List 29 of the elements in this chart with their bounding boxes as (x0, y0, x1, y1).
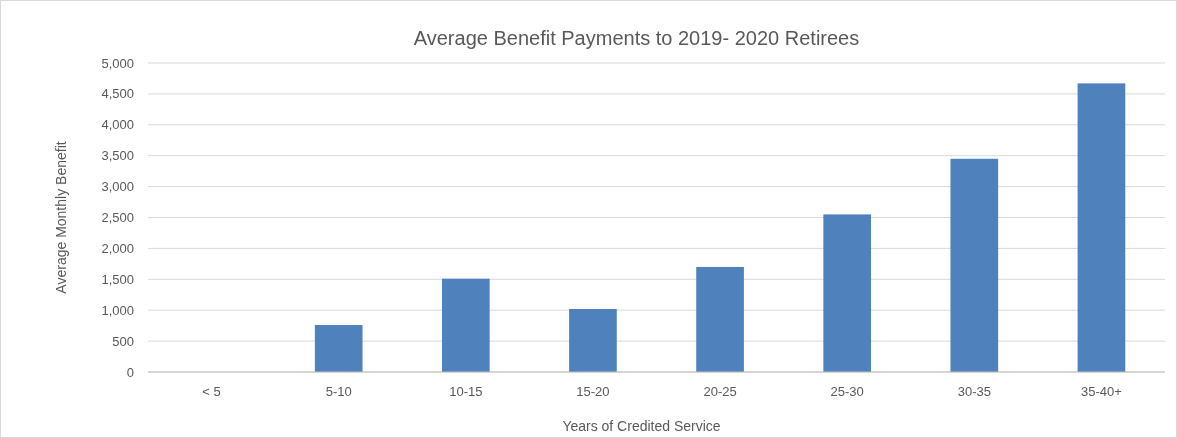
x-tick-label: < 5 (202, 384, 221, 399)
x-tick-label: 20-25 (703, 384, 737, 399)
y-tick-label: 4,500 (101, 86, 134, 102)
x-tick-label: 5-10 (325, 384, 352, 399)
y-axis-title: Average Monthly Benefit (53, 141, 69, 294)
y-tick-label: 5,000 (101, 55, 134, 71)
x-axis-title: Years of Credited Service (562, 418, 721, 434)
bar (569, 308, 617, 372)
bar (696, 266, 744, 372)
y-tick-label: 500 (112, 333, 134, 349)
bar (1077, 83, 1126, 372)
bar (441, 278, 490, 372)
x-tick-label: 10-15 (449, 384, 483, 399)
y-tick-label: 1,500 (101, 271, 134, 287)
y-tick-label: 3,500 (101, 148, 134, 164)
x-tick-label: 30-35 (957, 384, 991, 399)
bar (314, 325, 363, 372)
y-tick-label: 3,000 (101, 179, 134, 195)
x-tick-label: 25-30 (830, 384, 864, 399)
x-tick-label: 35-40+ (1081, 384, 1122, 399)
x-tick-label: 15-20 (576, 384, 610, 399)
y-tick-label: 2,500 (101, 210, 134, 226)
chart-title: Average Benefit Payments to 2019- 2020 Retirees (413, 27, 860, 49)
bar (950, 158, 999, 372)
y-tick-label: 1,000 (101, 302, 134, 318)
bar (823, 214, 872, 372)
y-tick-label: 2,000 (101, 240, 134, 256)
y-tick-label: 4,000 (101, 117, 134, 133)
y-tick-label: 0 (126, 364, 134, 380)
